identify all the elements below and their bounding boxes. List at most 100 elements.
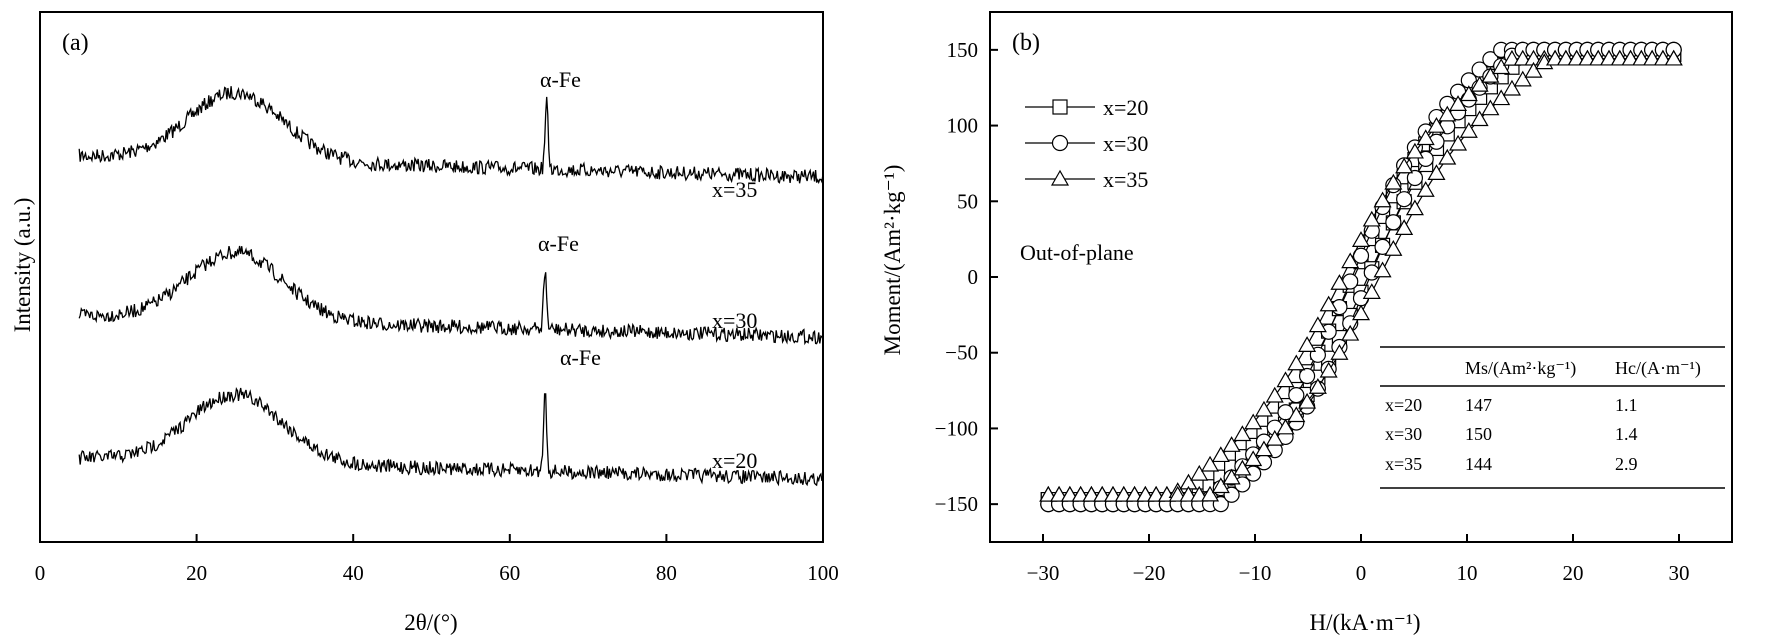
table-cell: 1.4	[1615, 424, 1638, 444]
data-point-triangle	[1298, 392, 1317, 409]
out-of-plane-annotation: Out-of-plane	[1020, 240, 1134, 265]
data-point-triangle	[1664, 49, 1683, 66]
data-point-triangle	[1524, 61, 1543, 78]
curve-label: x=35	[712, 177, 757, 202]
data-point-triangle	[1254, 440, 1273, 457]
xrd-series-line	[78, 86, 824, 185]
xrd-series-line	[78, 387, 824, 487]
table-header: Ms/(Am²·kg⁻¹)	[1465, 358, 1576, 379]
xrd-panel: (a) 0 20 40 60 80 100 x=35 α-Fe x=30 α-Fe x=20 α-F…	[10, 11, 839, 635]
data-point-triangle	[1276, 371, 1295, 388]
data-point-triangle	[1567, 49, 1586, 66]
data-point-triangle	[1136, 485, 1155, 502]
x-tick-label-a: 60	[499, 561, 520, 585]
data-point-circle	[1396, 191, 1413, 208]
x-tick-label-a: 0	[35, 561, 46, 585]
data-point-triangle	[1319, 295, 1338, 312]
data-point-triangle	[1168, 485, 1187, 502]
data-point-triangle	[1222, 436, 1241, 452]
x-axis-ticks-a: 0 20 40 60 80 100	[35, 534, 839, 585]
y-tick-label-b: 50	[957, 189, 978, 213]
data-point-triangle	[1190, 485, 1209, 502]
y-tick-label-b: −50	[945, 341, 978, 365]
data-point-triangle	[1341, 252, 1360, 269]
data-point-triangle	[1502, 49, 1521, 66]
data-point-triangle	[1222, 468, 1241, 485]
data-point-triangle	[1513, 70, 1532, 87]
data-point-triangle	[1653, 49, 1672, 66]
x-tick-label-b: −30	[1027, 561, 1060, 585]
data-point-triangle	[1556, 49, 1575, 66]
data-point-triangle	[1492, 58, 1511, 75]
x-tick-label-b: 10	[1457, 561, 1478, 585]
data-point-triangle	[1265, 386, 1284, 403]
data-point-triangle	[1449, 134, 1468, 151]
data-point-triangle	[1082, 485, 1101, 502]
data-point-triangle	[1405, 199, 1424, 216]
data-point-triangle	[1438, 105, 1457, 122]
peak-label-alpha-fe: α-Fe	[538, 231, 579, 256]
data-point-triangle	[1254, 400, 1273, 417]
data-point-triangle	[1308, 378, 1327, 394]
data-point-triangle	[1373, 261, 1392, 278]
xrd-curves	[78, 86, 824, 487]
x-tick-label-a: 40	[343, 561, 364, 585]
curve-label: x=30	[712, 308, 757, 333]
data-point-triangle	[1201, 455, 1220, 472]
series-triangle	[1039, 49, 1683, 502]
data-point-triangle	[1492, 89, 1511, 106]
data-point-triangle	[1384, 240, 1403, 256]
y-tick-label-b: 150	[947, 38, 979, 62]
peak-label-alpha-fe: α-Fe	[560, 345, 601, 370]
data-point-triangle	[1319, 361, 1338, 378]
x-tick-label-a: 20	[186, 561, 207, 585]
table-cell: x=20	[1385, 395, 1422, 415]
y-tick-label-b: −150	[935, 492, 978, 516]
data-point-triangle	[1578, 49, 1597, 66]
x-tick-label-a: 100	[807, 561, 839, 585]
data-point-triangle	[1373, 191, 1392, 208]
x-axis-title-b: H/(kA·m⁻¹)	[1309, 610, 1420, 635]
data-point-triangle	[1050, 485, 1069, 502]
data-point-circle	[1051, 134, 1069, 152]
table-cell: 147	[1465, 395, 1492, 415]
panel-label-b: (b)	[1012, 30, 1040, 56]
data-point-triangle	[1201, 485, 1220, 502]
data-point-triangle	[1449, 95, 1468, 111]
data-point-triangle	[1287, 354, 1306, 371]
data-point-triangle	[1643, 49, 1662, 66]
data-point-circle	[1385, 214, 1402, 231]
data-point-triangle	[1513, 49, 1532, 66]
data-point-triangle	[1459, 122, 1478, 138]
data-point-triangle	[1276, 418, 1295, 435]
data-point-triangle	[1147, 485, 1166, 502]
data-point-triangle	[1405, 142, 1424, 159]
data-point-triangle	[1416, 181, 1435, 197]
y-axis-title-b: Moment/(Am²·kg⁻¹)	[880, 165, 905, 356]
x-tick-label-b: −10	[1239, 561, 1272, 585]
data-point-triangle	[1330, 274, 1349, 290]
legend-label: x=30	[1103, 131, 1148, 156]
data-point-triangle	[1211, 477, 1230, 494]
data-point-triangle	[1060, 485, 1079, 502]
data-point-triangle	[1244, 450, 1263, 467]
xrd-series-line	[78, 245, 824, 346]
data-point-triangle	[1362, 283, 1381, 299]
data-point-triangle	[1287, 406, 1306, 423]
data-point-triangle	[1599, 49, 1619, 66]
y-axis-title-a: Intensity (a.u.)	[10, 198, 35, 333]
data-point-triangle	[1330, 344, 1349, 360]
data-point-triangle	[1546, 49, 1565, 66]
data-point-triangle	[1233, 459, 1252, 476]
data-point-triangle	[1265, 429, 1284, 446]
data-point-triangle	[1427, 164, 1446, 181]
x-tick-label-b: 20	[1563, 561, 1584, 585]
data-point-triangle	[1298, 336, 1317, 352]
data-point-triangle	[1427, 116, 1446, 133]
x-axis-title-a: 2θ/(°)	[404, 610, 457, 635]
data-point-triangle	[1384, 173, 1403, 190]
data-point-triangle	[1632, 49, 1651, 66]
data-point-triangle	[1351, 231, 1371, 247]
hysteresis-panel: (b) −30 −20 −10 0 10 20 30 −150−100−5005010015…	[880, 11, 1733, 635]
legend-label: x=35	[1103, 167, 1148, 192]
